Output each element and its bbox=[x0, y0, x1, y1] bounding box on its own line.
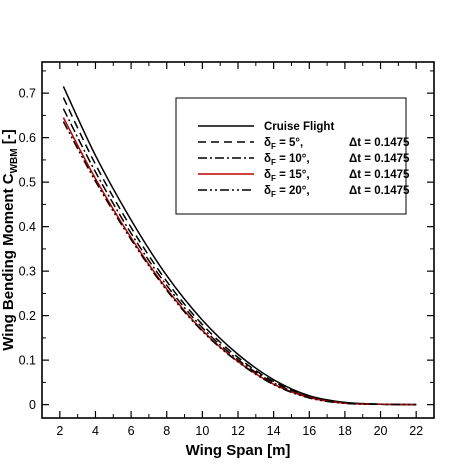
labels-layer: Wing Span [m] Wing Bending Moment CWBM [… bbox=[0, 129, 290, 459]
x-tick-label: 4 bbox=[92, 424, 99, 438]
x-tick-label: 10 bbox=[195, 424, 209, 438]
legend-entry-subscript: F bbox=[271, 142, 276, 151]
y-tick-label: 0.4 bbox=[19, 220, 36, 234]
legend-entry-3: δF = 10°, Δt = 0.1475 bbox=[264, 153, 410, 167]
legend-entry-5: δF = 20°, Δt = 0.1475 bbox=[264, 185, 410, 199]
legend-entry-lead: Cruise Flight bbox=[264, 121, 334, 133]
x-axis-label: Wing Span [m] bbox=[186, 442, 291, 459]
legend-entry-subscript: F bbox=[271, 190, 276, 199]
x-tick-label: 2 bbox=[56, 424, 63, 438]
y-axis-label-unit: [-] bbox=[0, 129, 17, 148]
legend-entry-mid: = 10°, bbox=[276, 153, 313, 165]
x-tick-label: 16 bbox=[302, 424, 316, 438]
y-tick-label: 0.1 bbox=[19, 354, 36, 368]
legend-entry-tail: Δt = 0.1475 bbox=[349, 153, 410, 165]
legend-entry-mid: = 15°, bbox=[276, 169, 313, 181]
legend-entry-subscript: F bbox=[271, 174, 276, 183]
y-tick-label: 0.5 bbox=[19, 176, 36, 190]
legend-entry-mid: = 5°, bbox=[276, 137, 307, 149]
x-tick-label: 14 bbox=[267, 424, 281, 438]
axes-layer: 2 4 6 8 10 12 14 16 18 20 22 0 0.1 0.2 0.3 0.4 0.5 0.6 0.7 bbox=[19, 62, 435, 438]
y-tick-label: 0.2 bbox=[19, 309, 36, 323]
legend-entry-lead: δ bbox=[264, 153, 271, 165]
y-axis-label: Wing Bending Moment CWBM [-] bbox=[0, 129, 20, 351]
y-tick-label: 0.6 bbox=[19, 131, 36, 145]
y-axis-label-main: Wing Bending Moment C bbox=[0, 173, 17, 351]
legend-box bbox=[175, 97, 407, 215]
legend-entry-tail: Δt = 0.1475 bbox=[349, 185, 410, 197]
legend-entry-lead: δ bbox=[264, 169, 271, 181]
y-tick-label: 0.3 bbox=[19, 265, 36, 279]
legend-entry-tail: Δt = 0.1475 bbox=[349, 169, 410, 181]
x-tick-label: 20 bbox=[374, 424, 388, 438]
legend-entry-subscript: F bbox=[271, 158, 276, 167]
y-tick-label: 0 bbox=[29, 398, 36, 412]
series-line-3 bbox=[62, 108, 417, 406]
x-tick-label: 18 bbox=[338, 424, 352, 438]
x-tick-label: 22 bbox=[409, 424, 423, 438]
y-tick-label: 0.7 bbox=[19, 87, 36, 101]
series-layer bbox=[62, 86, 417, 406]
x-tick-label: 12 bbox=[231, 424, 245, 438]
x-tick-label: 8 bbox=[163, 424, 170, 438]
series-line-2 bbox=[62, 97, 417, 406]
legend-entry-1: Cruise Flight bbox=[264, 121, 334, 133]
legend-entry-mid: = 20°, bbox=[276, 185, 313, 197]
legend-entry-lead: δ bbox=[264, 185, 271, 197]
x-tick-label: 6 bbox=[128, 424, 135, 438]
legend-entry-4: δF = 15°, Δt = 0.1475 bbox=[264, 169, 410, 183]
legend-entry-tail: Δt = 0.1475 bbox=[349, 137, 410, 149]
series-line-5 bbox=[62, 121, 417, 406]
legend-entry-lead: δ bbox=[264, 137, 271, 149]
y-axis-label-subscript: WBM bbox=[9, 148, 20, 173]
legend-entry-2: δF = 5°, Δt = 0.1475 bbox=[264, 137, 410, 151]
